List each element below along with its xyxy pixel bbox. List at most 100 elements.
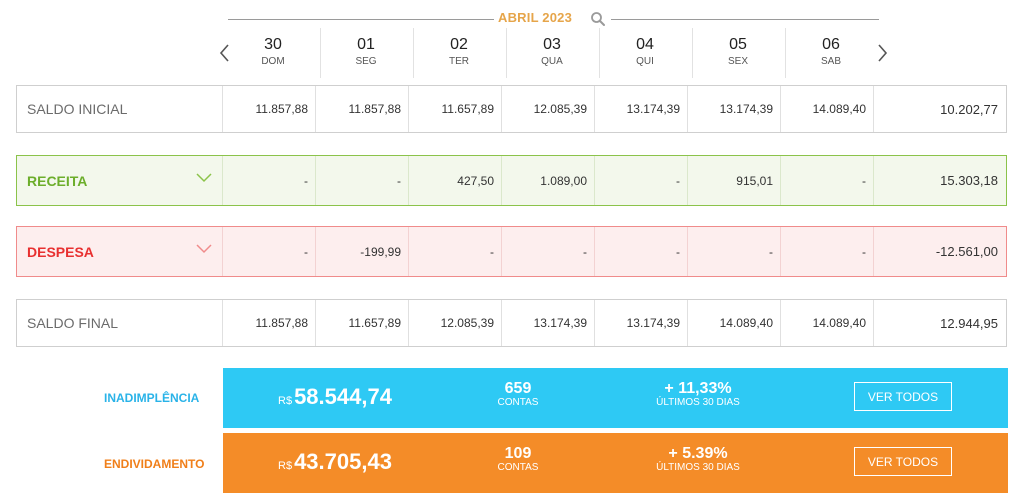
endividamento-bar: R$43.705,43 109 CONTAS + 5.39% ÚLTIMOS 3… bbox=[223, 433, 1008, 493]
day-number: 06 bbox=[822, 36, 840, 53]
day-divider bbox=[599, 28, 600, 78]
row-label: DESPESA bbox=[27, 243, 94, 260]
inadimplencia-ver-todos-button[interactable]: VER TODOS bbox=[854, 382, 952, 411]
value-cell: 12.085,39 bbox=[408, 300, 501, 346]
value-cell: - bbox=[780, 156, 873, 205]
day-weekday: QUI bbox=[636, 56, 654, 67]
chevron-left-icon[interactable] bbox=[218, 42, 232, 64]
value-cell: - bbox=[780, 227, 873, 276]
count-value: 659 bbox=[504, 380, 532, 397]
row-saldo-final: SALDO FINAL 11.857,88 11.657,89 12.085,3… bbox=[16, 299, 1007, 347]
day-weekday: QUA bbox=[541, 56, 563, 67]
day-number: 05 bbox=[729, 36, 747, 53]
value-cell: - bbox=[594, 227, 687, 276]
row-label: SALDO INICIAL bbox=[27, 101, 128, 117]
row-label: SALDO FINAL bbox=[27, 315, 119, 331]
amount-value: 43.705,43 bbox=[294, 449, 392, 474]
total-cell: 15.303,18 bbox=[873, 156, 1006, 205]
value-cell: - bbox=[687, 227, 780, 276]
currency-symbol: R$ bbox=[278, 395, 293, 407]
count-value: 109 bbox=[504, 445, 532, 462]
day-divider bbox=[785, 28, 786, 78]
day-divider bbox=[413, 28, 414, 78]
currency-symbol: R$ bbox=[278, 460, 293, 472]
count-label: CONTAS bbox=[497, 397, 539, 408]
value-cell: 11.857,88 bbox=[222, 86, 315, 132]
month-title: ABRIL 2023 bbox=[498, 10, 573, 25]
day-number: 30 bbox=[264, 36, 282, 53]
value-cell: 11.657,89 bbox=[315, 300, 408, 346]
day-number: 04 bbox=[636, 36, 654, 53]
day-divider bbox=[320, 28, 321, 78]
endividamento-label: ENDIVIDAMENTO bbox=[104, 457, 205, 471]
row-label-cell: RECEITA bbox=[17, 156, 222, 205]
inadimplencia-bar: R$58.544,74 659 CONTAS + 11,33% ÚLTIMOS … bbox=[223, 368, 1008, 428]
day-weekday: TER bbox=[449, 56, 469, 67]
total-cell: 10.202,77 bbox=[873, 86, 1006, 132]
value-cell: 13.174,39 bbox=[687, 86, 780, 132]
value-cell: 11.857,88 bbox=[222, 300, 315, 346]
day-divider bbox=[506, 28, 507, 78]
day-divider bbox=[692, 28, 693, 78]
day-header: 04 QUI bbox=[599, 30, 691, 78]
value-cell: 427,50 bbox=[408, 156, 501, 205]
endividamento-amount: R$43.705,43 bbox=[278, 449, 392, 475]
day-header: 06 SAB bbox=[785, 30, 877, 78]
value-cell: 11.857,88 bbox=[315, 86, 408, 132]
value-cell: 13.174,39 bbox=[501, 300, 594, 346]
row-label-cell: DESPESA bbox=[17, 227, 222, 276]
pct-value: + 11,33% bbox=[664, 380, 732, 397]
inadimplencia-amount: R$58.544,74 bbox=[278, 384, 392, 410]
endividamento-ver-todos-button[interactable]: VER TODOS bbox=[854, 447, 952, 476]
pct-label: ÚLTIMOS 30 DIAS bbox=[656, 397, 740, 408]
value-cell: - bbox=[315, 156, 408, 205]
value-cell: 14.089,40 bbox=[780, 300, 873, 346]
row-receita[interactable]: RECEITA - - 427,50 1.089,00 - 915,01 - 1… bbox=[16, 155, 1007, 206]
total-cell: -12.561,00 bbox=[873, 227, 1006, 276]
total-cell: 12.944,95 bbox=[873, 300, 1006, 346]
day-header: 01 SEG bbox=[320, 30, 412, 78]
value-cell: 915,01 bbox=[687, 156, 780, 205]
day-weekday: SAB bbox=[820, 56, 841, 67]
endividamento-pct: + 5.39% ÚLTIMOS 30 DIAS bbox=[633, 446, 763, 473]
value-cell: - bbox=[501, 227, 594, 276]
chevron-down-icon[interactable] bbox=[196, 173, 212, 183]
inadimplencia-pct: + 11,33% ÚLTIMOS 30 DIAS bbox=[633, 381, 763, 408]
day-header: 03 QUA bbox=[506, 30, 598, 78]
value-cell: 14.089,40 bbox=[687, 300, 780, 346]
value-cell: - bbox=[408, 227, 501, 276]
pct-label: ÚLTIMOS 30 DIAS bbox=[656, 462, 740, 473]
value-cell: - bbox=[594, 156, 687, 205]
search-icon[interactable] bbox=[590, 11, 606, 27]
value-cell: 13.174,39 bbox=[594, 86, 687, 132]
count-label: CONTAS bbox=[497, 462, 539, 473]
month-divider-left bbox=[228, 19, 494, 20]
day-weekday: SEG bbox=[355, 56, 377, 67]
value-cell: -199,99 bbox=[315, 227, 408, 276]
row-saldo-inicial: SALDO INICIAL 11.857,88 11.857,88 11.657… bbox=[16, 85, 1007, 133]
row-label: RECEITA bbox=[27, 172, 88, 189]
day-number: 03 bbox=[543, 36, 561, 53]
inadimplencia-label: INADIMPLÊNCIA bbox=[104, 391, 200, 405]
value-cell: 1.089,00 bbox=[501, 156, 594, 205]
amount-value: 58.544,74 bbox=[294, 384, 392, 409]
chevron-right-icon[interactable] bbox=[875, 42, 889, 64]
value-cell: 12.085,39 bbox=[501, 86, 594, 132]
day-number: 02 bbox=[450, 36, 468, 53]
value-cell: - bbox=[222, 227, 315, 276]
value-cell: 11.657,89 bbox=[408, 86, 501, 132]
chevron-down-icon[interactable] bbox=[196, 244, 212, 254]
inadimplencia-count: 659 CONTAS bbox=[478, 381, 558, 408]
pct-value: + 5.39% bbox=[668, 445, 728, 462]
value-cell: - bbox=[222, 156, 315, 205]
day-header: 05 SEX bbox=[692, 30, 784, 78]
value-cell: 13.174,39 bbox=[594, 300, 687, 346]
day-weekday: DOM bbox=[261, 56, 285, 67]
value-cell: 14.089,40 bbox=[780, 86, 873, 132]
day-number: 01 bbox=[357, 36, 375, 53]
day-weekday: SEX bbox=[727, 56, 748, 67]
day-header: 02 TER bbox=[413, 30, 505, 78]
day-header: 30 DOM bbox=[227, 30, 319, 78]
row-despesa[interactable]: DESPESA - -199,99 - - - - - -12.561,00 bbox=[16, 226, 1007, 277]
endividamento-count: 109 CONTAS bbox=[478, 446, 558, 473]
